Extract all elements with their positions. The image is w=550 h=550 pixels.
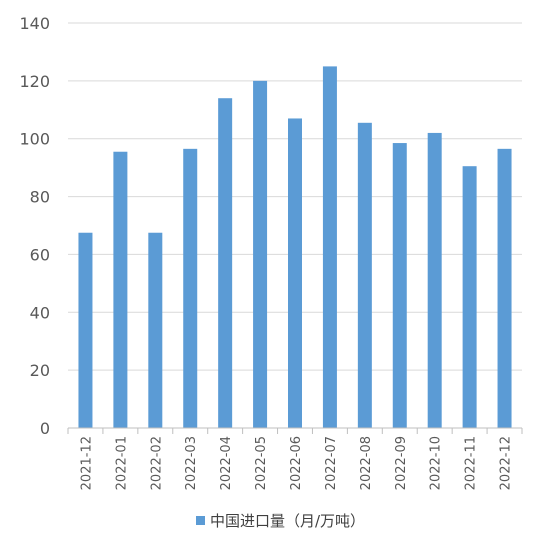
x-tick-label: 2021-12 [79, 436, 94, 490]
y-tick-label: 100 [19, 130, 50, 149]
bar-2022-06 [288, 118, 302, 428]
x-axis [67, 427, 523, 434]
bar-2022-09 [392, 143, 407, 428]
bar-2021-12 [78, 232, 93, 428]
bar-2022-02 [148, 232, 163, 428]
x-tick-label: 2022-10 [429, 436, 444, 490]
y-tick-label: 120 [19, 72, 50, 91]
bar-2022-05 [253, 80, 268, 428]
bar-2022-08 [357, 122, 372, 428]
bar-2022-07 [322, 66, 337, 429]
x-axis-tick-labels: 2021-12 2022-01 2022-02 2022-03 2022-04 2022-… [79, 436, 513, 490]
legend-label: 中国进口量（月/万吨） [210, 512, 365, 530]
y-tick-label: 40 [30, 303, 50, 322]
legend: 中国进口量（月/万吨） [196, 512, 365, 530]
bar-2022-04 [218, 98, 233, 428]
y-axis-tick-labels: 0 20 40 60 80 100 120 140 [19, 14, 50, 438]
x-tick-label: 2022-01 [114, 436, 129, 490]
y-tick-label: 140 [19, 14, 50, 33]
bar-2022-12 [497, 148, 512, 428]
bar-2022-03 [183, 148, 198, 428]
x-tick-label: 2022-09 [394, 436, 409, 490]
x-tick-label: 2022-07 [324, 436, 339, 490]
x-tick-label: 2022-11 [464, 436, 479, 490]
bar-2022-11 [462, 166, 477, 429]
x-tick-label: 2022-04 [219, 436, 234, 490]
legend-swatch [196, 516, 205, 525]
x-tick-label: 2022-02 [149, 436, 164, 490]
y-tick-label: 20 [30, 361, 50, 380]
bar-2022-01 [113, 151, 128, 428]
bar-2022-10 [427, 132, 442, 428]
y-tick-label: 60 [30, 245, 50, 264]
bars [78, 66, 512, 429]
y-tick-label: 0 [40, 419, 50, 438]
x-tick-label: 2022-08 [359, 436, 374, 490]
y-tick-label: 80 [30, 188, 50, 207]
x-tick-label: 2022-05 [254, 436, 269, 490]
x-tick-label: 2022-06 [289, 436, 304, 490]
x-tick-label: 2022-03 [184, 436, 199, 490]
x-tick-label: 2022-12 [499, 436, 514, 490]
